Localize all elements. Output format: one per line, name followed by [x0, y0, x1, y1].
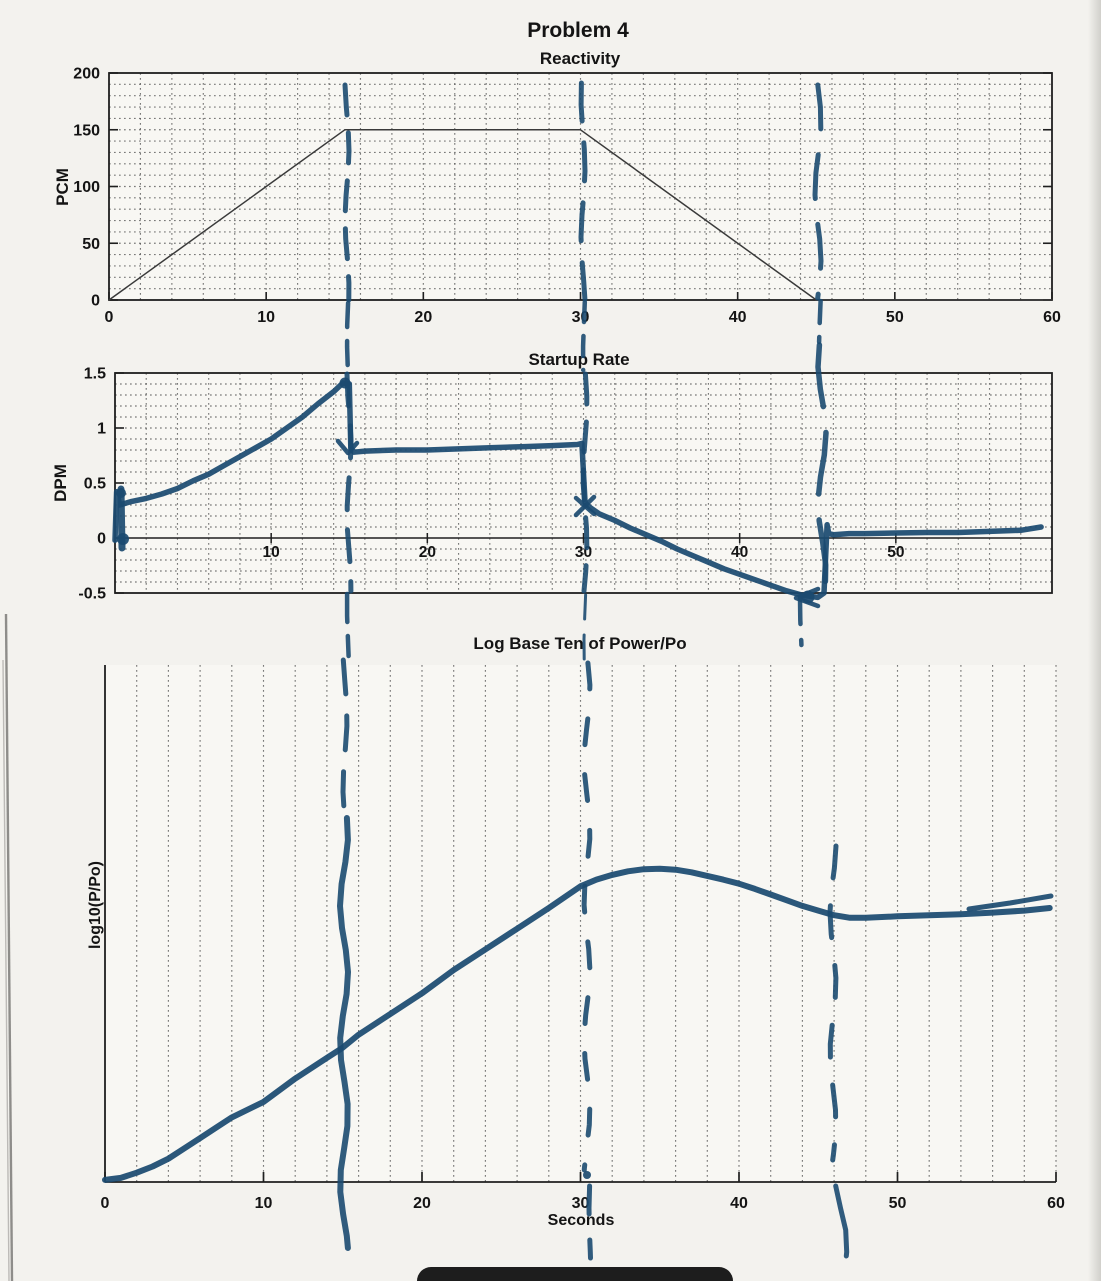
- chart-reactivity-title: Reactivity: [539, 49, 621, 68]
- svg-text:0: 0: [91, 293, 100, 310]
- page-edge-shadow-right: [1088, 0, 1101, 1281]
- svg-text:40: 40: [730, 1195, 748, 1212]
- svg-text:20: 20: [414, 309, 432, 326]
- svg-text:50: 50: [889, 1195, 907, 1212]
- svg-text:10: 10: [263, 544, 280, 561]
- svg-text:30: 30: [572, 1195, 590, 1212]
- svg-text:100: 100: [73, 179, 100, 196]
- chart-log-xlabel: Seconds: [547, 1212, 615, 1229]
- svg-text:150: 150: [73, 122, 100, 139]
- svg-text:0.5: 0.5: [84, 476, 106, 493]
- svg-text:40: 40: [729, 309, 747, 326]
- footer-dock-bar: [417, 1267, 733, 1281]
- svg-text:0: 0: [105, 309, 114, 326]
- svg-text:10: 10: [255, 1195, 273, 1212]
- svg-text:50: 50: [886, 309, 904, 326]
- svg-text:50: 50: [82, 236, 100, 253]
- svg-text:20: 20: [413, 1195, 431, 1212]
- svg-text:1: 1: [97, 421, 106, 438]
- svg-text:40: 40: [731, 544, 748, 561]
- svg-text:0: 0: [101, 1195, 110, 1212]
- svg-text:0: 0: [97, 531, 106, 548]
- svg-text:50: 50: [887, 544, 904, 561]
- chart-log-title: Log Base Ten of Power/Po: [473, 634, 687, 653]
- svg-text:10: 10: [257, 309, 275, 326]
- svg-text:60: 60: [1043, 309, 1061, 326]
- svg-text:200: 200: [73, 66, 100, 83]
- page-title: Problem 4: [527, 19, 629, 42]
- svg-text:-0.5: -0.5: [78, 586, 106, 603]
- svg-text:1.5: 1.5: [84, 366, 106, 383]
- svg-text:20: 20: [419, 544, 436, 561]
- chart-startup-title: Startup Rate: [528, 350, 630, 369]
- svg-text:60: 60: [1047, 1195, 1065, 1212]
